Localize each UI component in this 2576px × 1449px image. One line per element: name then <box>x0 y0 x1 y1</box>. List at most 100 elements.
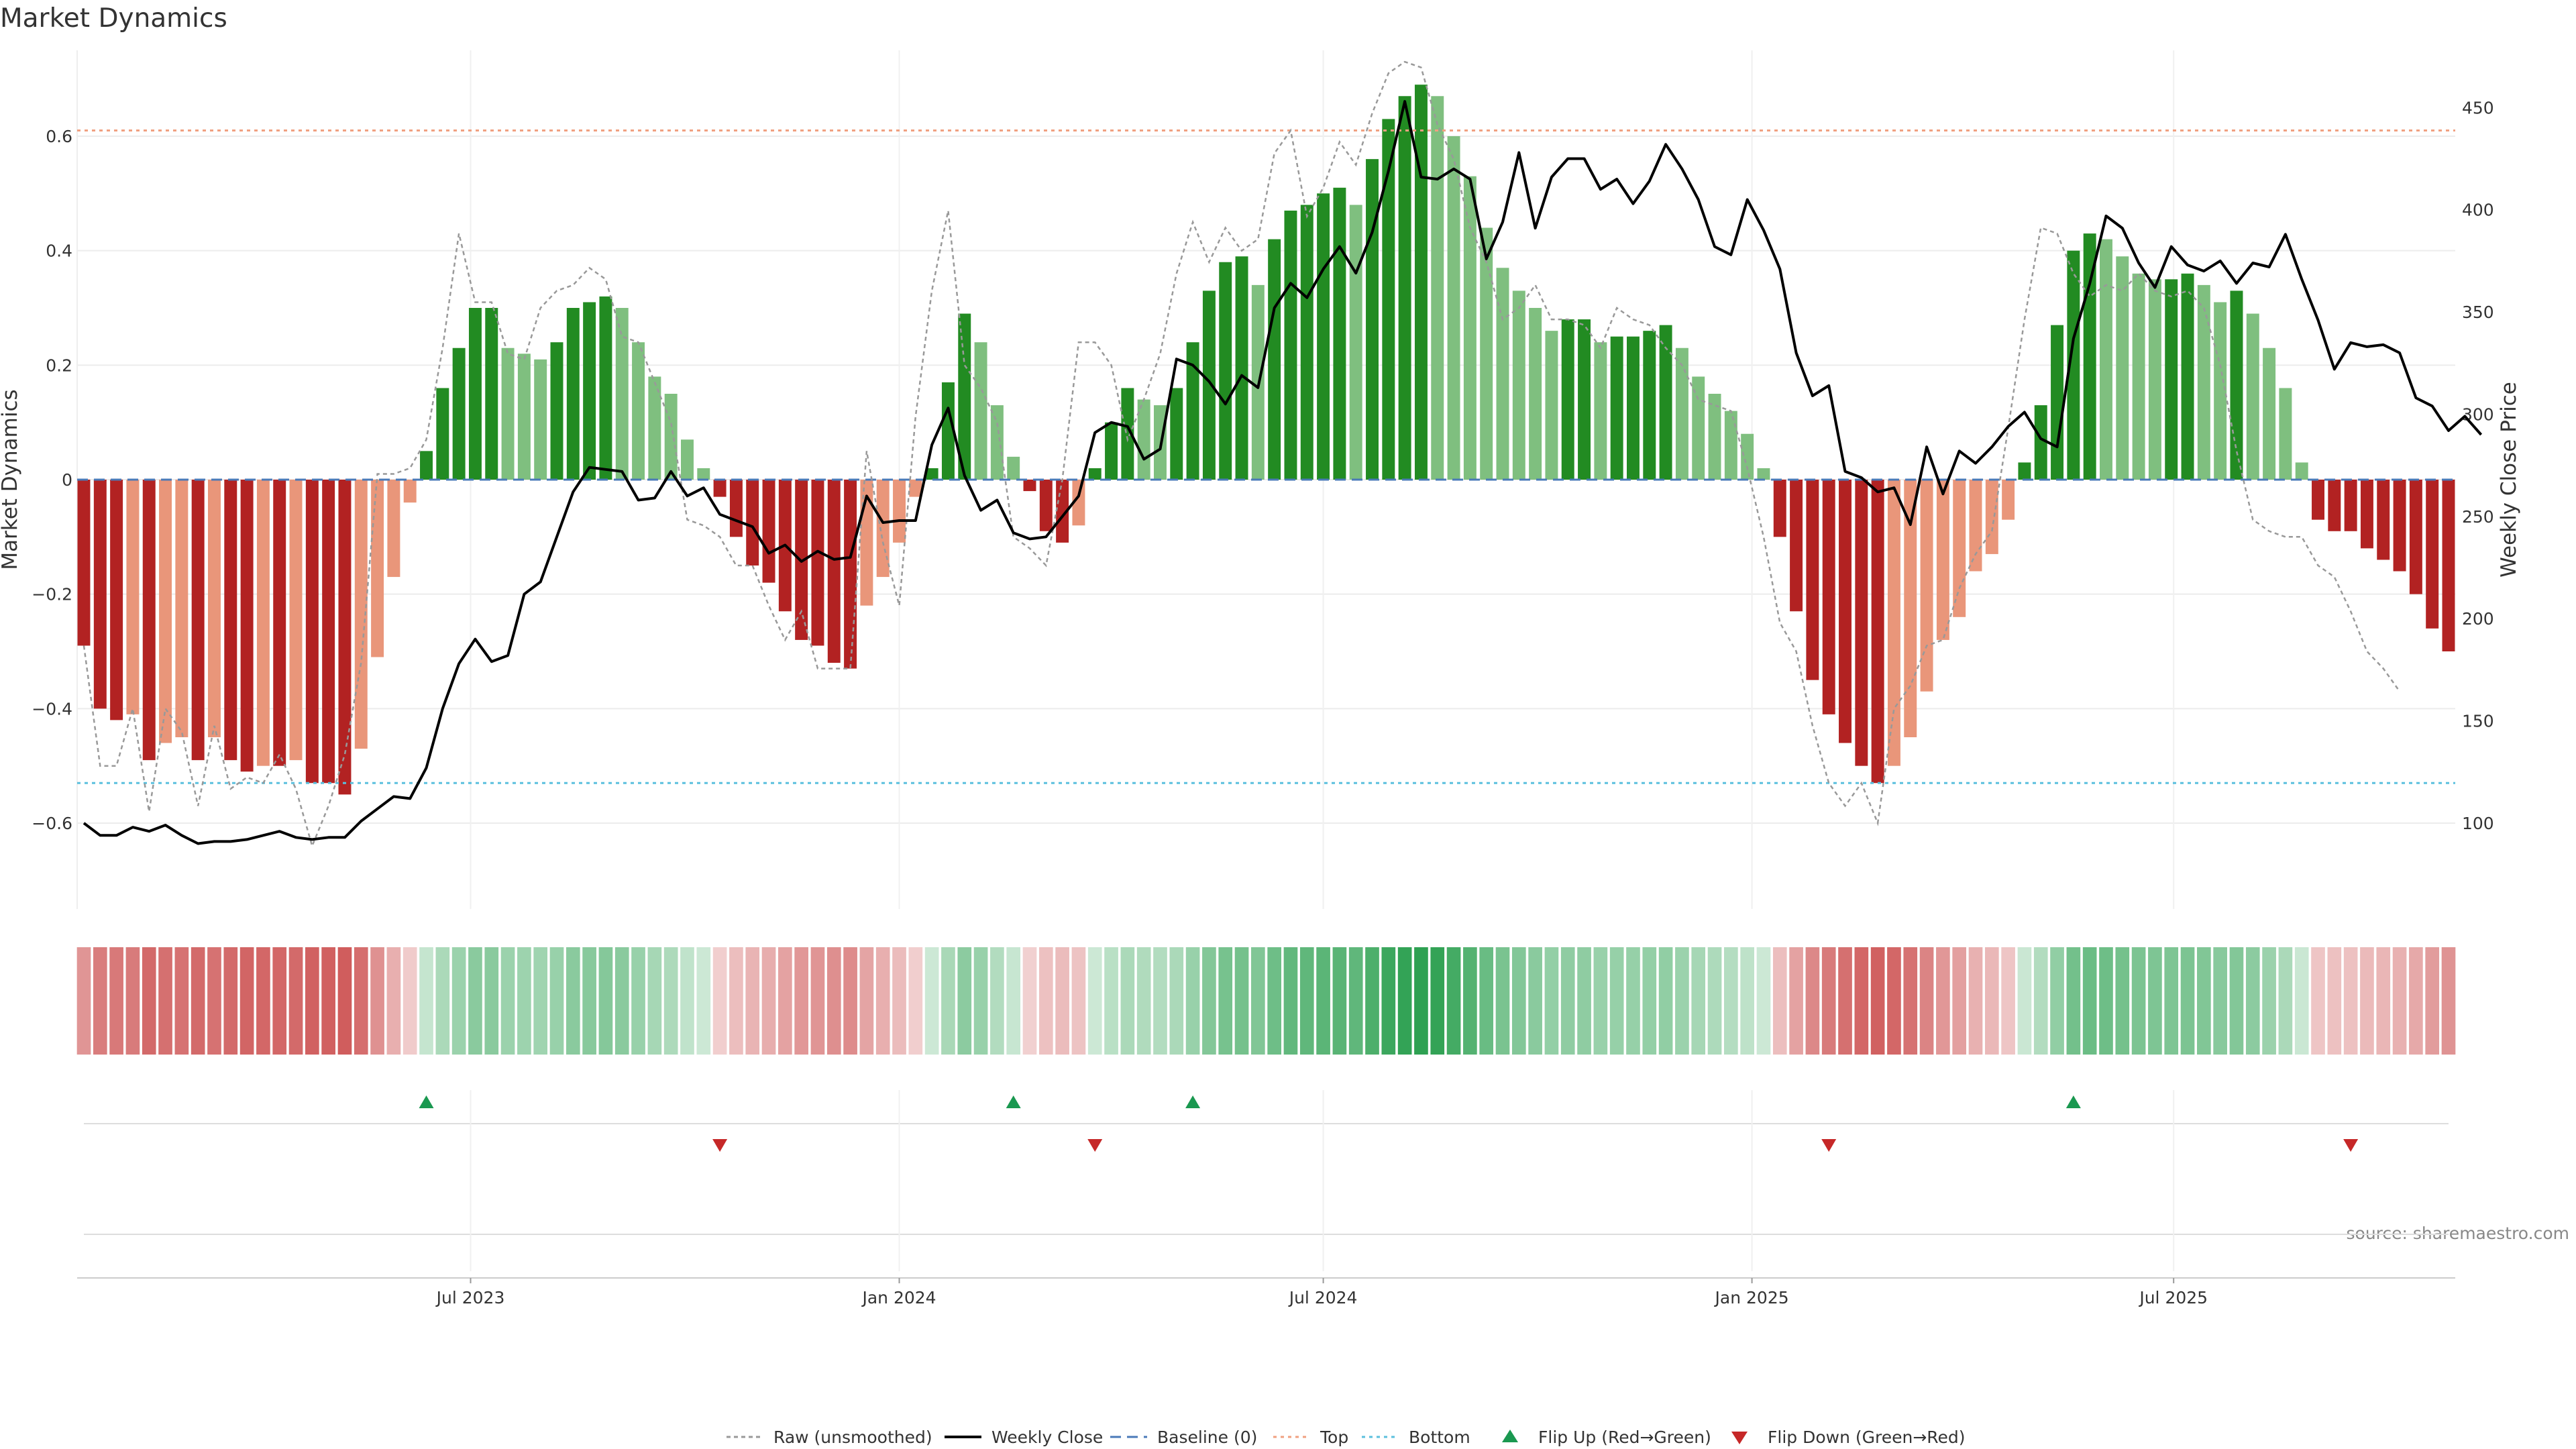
smoothed-bar <box>240 480 254 772</box>
smoothed-bar <box>436 388 449 480</box>
y-axis-left-title: Market Dynamics <box>0 389 22 570</box>
heat-cell <box>239 947 254 1055</box>
x-tick-label: Jan 2025 <box>1714 1288 1789 1307</box>
heat-cell <box>712 947 727 1055</box>
heat-cell <box>468 947 482 1055</box>
legend-item-down: Flip Down (Green→Red) <box>1731 1428 1966 1447</box>
heat-cell <box>2050 947 2064 1055</box>
heat-cell <box>1267 947 1281 1055</box>
heat-cell <box>1952 947 1967 1055</box>
smoothed-bar <box>583 302 596 480</box>
heat-cell <box>1381 947 1396 1055</box>
smoothed-bar <box>1920 480 1933 692</box>
smoothed-bar <box>2148 279 2161 480</box>
heat-cell <box>272 947 287 1055</box>
heat-cell <box>1283 947 1298 1055</box>
smoothed-bar <box>974 342 987 480</box>
smoothed-bar <box>746 480 759 566</box>
smoothed-bar <box>615 308 629 480</box>
source-note: source: sharemaestro.com <box>2347 1224 2570 1243</box>
heat-cell <box>582 947 596 1055</box>
smoothed-bar <box>844 480 857 669</box>
y-left-tick-label: 0 <box>62 470 72 490</box>
smoothed-bar <box>2360 480 2373 549</box>
smoothed-bar <box>159 480 172 743</box>
smoothed-bar <box>1855 480 1868 766</box>
smoothed-bar <box>289 480 303 761</box>
smoothed-bar <box>2116 256 2129 480</box>
smoothed-bar <box>1561 319 1574 480</box>
heat-cell <box>93 947 107 1055</box>
legend-label: Raw (unsmoothed) <box>773 1428 932 1447</box>
smoothed-bar <box>1219 262 1232 480</box>
heat-cell <box>566 947 580 1055</box>
legend-swatch <box>1502 1430 1518 1442</box>
smoothed-bar <box>1627 336 1640 480</box>
smoothed-bar <box>762 480 775 583</box>
heat-cell <box>1153 947 1167 1055</box>
smoothed-bar <box>1072 480 1085 526</box>
flip-down-marker <box>712 1139 728 1152</box>
heat-cell <box>386 947 401 1055</box>
smoothed-bar <box>371 480 384 657</box>
smoothed-bar <box>322 480 335 784</box>
heat-cell <box>2343 947 2358 1055</box>
heat-cell <box>2441 947 2456 1055</box>
heat-strip <box>76 947 2456 1055</box>
smoothed-bar <box>256 480 270 766</box>
heat-cell <box>1968 947 1983 1055</box>
heat-cell <box>2001 947 2015 1055</box>
smoothed-bar <box>990 405 1004 480</box>
smoothed-bar <box>224 480 237 761</box>
heat-cell <box>2327 947 2342 1055</box>
smoothed-bar <box>1463 176 1477 480</box>
heat-cell <box>549 947 564 1055</box>
heat-cell <box>826 947 841 1055</box>
heat-cell <box>957 947 972 1055</box>
flip-down-marker <box>1821 1139 1837 1152</box>
heat-cell <box>1463 947 1477 1055</box>
heat-cell <box>924 947 939 1055</box>
heat-cell <box>696 947 711 1055</box>
heat-cell <box>142 947 156 1055</box>
smoothed-bar <box>1757 468 1770 480</box>
smoothed-bar <box>1349 205 1362 480</box>
heat-cell <box>663 947 678 1055</box>
heat-cell <box>1038 947 1053 1055</box>
heat-cell <box>174 947 189 1055</box>
heat-cell <box>370 947 384 1055</box>
smoothed-bar <box>2377 480 2390 560</box>
heat-cell <box>517 947 531 1055</box>
heat-cell <box>2245 947 2260 1055</box>
smoothed-bar <box>338 480 352 795</box>
smoothed-bar <box>1023 480 1036 492</box>
legend-item-baseline: Baseline (0) <box>1110 1428 1257 1447</box>
heat-cell <box>435 947 450 1055</box>
smoothed-bar <box>2344 480 2357 531</box>
heat-cell <box>2294 947 2309 1055</box>
heat-cell <box>1707 947 1722 1055</box>
smoothed-bar <box>1496 268 1509 480</box>
smoothed-bar <box>2295 462 2308 480</box>
heat-cell <box>1414 947 1428 1055</box>
heat-cell <box>1789 947 1803 1055</box>
smoothed-bar <box>1007 456 1020 480</box>
smoothed-bar <box>1839 480 1851 743</box>
heat-cell <box>2066 947 2081 1055</box>
smoothed-bar <box>1969 480 1982 572</box>
heat-cell <box>680 947 694 1055</box>
smoothed-bar <box>958 313 971 480</box>
legend-swatch <box>1731 1432 1748 1444</box>
legend-item-raw: Raw (unsmoothed) <box>727 1428 932 1447</box>
smoothed-bar <box>1708 394 1721 480</box>
heat-cell <box>451 947 466 1055</box>
heat-cell <box>2099 947 2113 1055</box>
flip-up-marker <box>1185 1095 1201 1108</box>
legend-item-bottom: Bottom <box>1362 1428 1470 1447</box>
heat-cell <box>1495 947 1510 1055</box>
y-left-tick-label: −0.2 <box>32 585 72 604</box>
smoothed-bar <box>175 480 189 737</box>
heat-cell <box>1577 947 1591 1055</box>
heat-cell <box>843 947 857 1055</box>
smoothed-bar <box>2214 302 2227 480</box>
